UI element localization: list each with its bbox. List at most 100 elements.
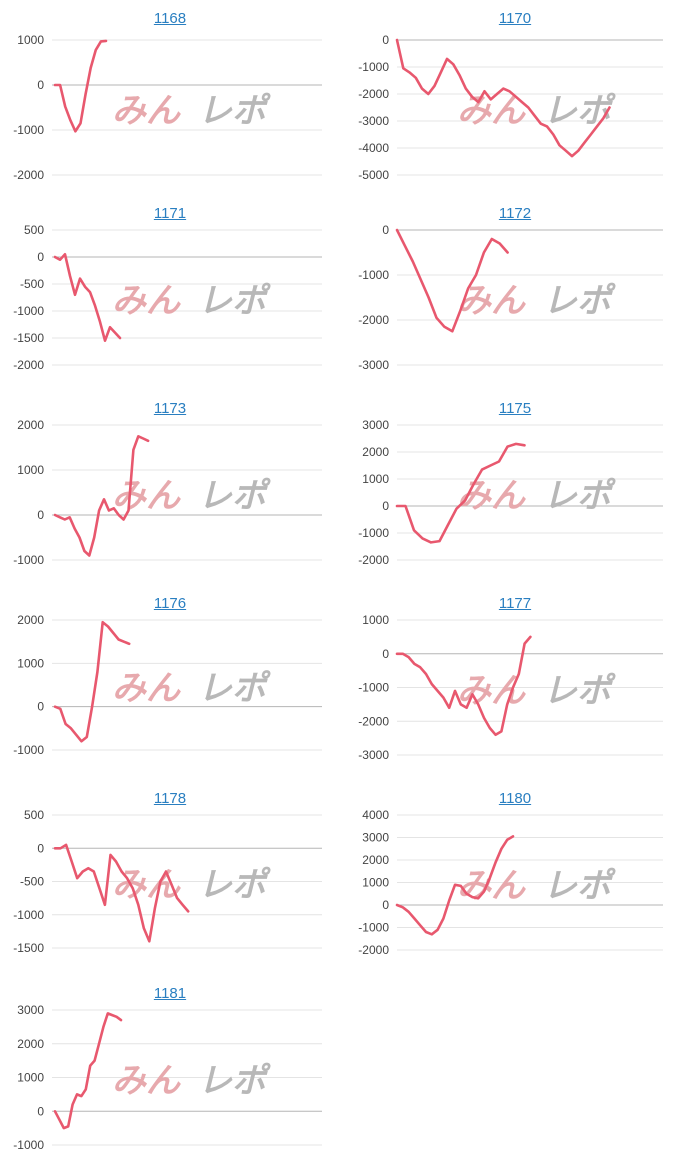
chart-title-link[interactable]: 1180 xyxy=(498,790,532,807)
y-tick-label: 2000 xyxy=(17,418,44,432)
watermark-logo-part-b: レポ xyxy=(198,669,271,709)
chart-title-link[interactable]: 1176 xyxy=(153,595,187,612)
watermark-logo-part-b: レポ xyxy=(198,476,271,516)
y-tick-label: 0 xyxy=(37,508,44,522)
chart-panel-1168: 1168 1000 0 -1000 -2000 みん レポ xyxy=(0,0,340,190)
y-tick-label: 500 xyxy=(24,223,44,237)
chart-panel-1170: 1170 0 -1000 -2000 -3000 -4000 -5000 みん レポ xyxy=(345,0,685,190)
y-tick-label: -3000 xyxy=(358,748,389,762)
watermark-logo-part-a: みん xyxy=(112,281,181,321)
line-chart: 3000 2000 1000 0 -1000 みん レポ xyxy=(13,1003,322,1152)
y-tick-label: -5000 xyxy=(358,168,389,182)
y-tick-label: -1000 xyxy=(13,1138,44,1152)
y-tick-label: -500 xyxy=(20,277,44,291)
watermark-logo-part-b: レポ xyxy=(543,671,616,711)
y-tick-label: 0 xyxy=(382,33,389,47)
series-line xyxy=(395,442,526,544)
chart-title-link[interactable]: 1170 xyxy=(498,10,532,27)
y-tick-label: -2000 xyxy=(358,714,389,728)
y-tick-label: 0 xyxy=(37,1104,44,1118)
y-tick-label: -1000 xyxy=(13,553,44,567)
series-line xyxy=(53,434,150,557)
y-tick-label: 1000 xyxy=(17,656,44,670)
y-tick-label: -3000 xyxy=(358,358,389,372)
y-tick-label: -4000 xyxy=(358,141,389,155)
y-tick-label: -2000 xyxy=(358,553,389,567)
y-tick-label: 0 xyxy=(37,700,44,714)
y-tick-label: -1000 xyxy=(358,921,389,935)
y-tick-label: 2000 xyxy=(362,853,389,867)
y-tick-label: 3000 xyxy=(362,418,389,432)
y-tick-label: -2000 xyxy=(13,358,44,372)
line-chart: 2000 1000 0 -1000 みん レポ xyxy=(13,418,322,567)
y-tick-label: 1000 xyxy=(17,33,44,47)
watermark-logo-part-b: レポ xyxy=(543,866,616,906)
y-tick-label: 0 xyxy=(37,78,44,92)
y-tick-label: 0 xyxy=(382,898,389,912)
chart-panel-1177: 1177 1000 0 -1000 -2000 -3000 みん レポ xyxy=(345,585,685,775)
watermark-logo-part-b: レポ xyxy=(198,281,271,321)
watermark-logo-part-a: みん xyxy=(112,669,181,709)
watermark-logo-part-a: みん xyxy=(112,476,181,516)
y-tick-label: 1000 xyxy=(17,1071,44,1085)
y-tick-label: 1000 xyxy=(362,876,389,890)
y-tick-label: -1000 xyxy=(13,908,44,922)
chart-panel-1173: 1173 2000 1000 0 -1000 みん レポ xyxy=(0,390,340,580)
watermark-logo-part-a: みん xyxy=(112,91,181,131)
chart-title-link[interactable]: 1175 xyxy=(498,400,532,417)
line-chart: 1000 0 -1000 -2000 みん レポ xyxy=(13,33,322,182)
series-line xyxy=(395,635,532,737)
watermark-logo-part-b: レポ xyxy=(543,281,616,321)
chart-title-link[interactable]: 1177 xyxy=(498,595,532,612)
watermark-logo-part-b: レポ xyxy=(198,91,271,131)
y-tick-label: 3000 xyxy=(362,831,389,845)
y-tick-label: 3000 xyxy=(17,1003,44,1017)
watermark-logo-part-b: レポ xyxy=(543,476,616,516)
chart-panel-1175: 1175 3000 2000 1000 0 -1000 -2000 みん レポ xyxy=(345,390,685,580)
series-line xyxy=(53,843,190,943)
watermark-logo-part-b: レポ xyxy=(543,91,616,131)
chart-title-link[interactable]: 1171 xyxy=(153,205,187,222)
line-chart: 0 -1000 -2000 -3000 みん レポ xyxy=(358,223,663,372)
chart-title-link[interactable]: 1168 xyxy=(153,10,187,27)
chart-panel-1171: 1171 500 0 -500 -1000 -1500 -2000 みん レポ xyxy=(0,195,340,385)
y-tick-label: 2000 xyxy=(17,1037,44,1051)
chart-title-link[interactable]: 1172 xyxy=(498,205,532,222)
y-tick-label: -1000 xyxy=(358,268,389,282)
y-tick-label: -2000 xyxy=(358,313,389,327)
watermark-logo-part-b: レポ xyxy=(198,1061,271,1101)
y-tick-label: -1000 xyxy=(13,123,44,137)
y-tick-label: 1000 xyxy=(17,463,44,477)
series-line xyxy=(53,39,108,133)
y-tick-label: 0 xyxy=(382,499,389,513)
y-tick-label: -1000 xyxy=(358,526,389,540)
chart-panel-1181: 1181 3000 2000 1000 0 -1000 みん レポ xyxy=(0,975,340,1165)
y-tick-label: -2000 xyxy=(358,87,389,101)
series-line xyxy=(395,835,515,936)
chart-panel-1176: 1176 2000 1000 0 -1000 みん レポ xyxy=(0,585,340,775)
y-tick-label: -2000 xyxy=(358,943,389,957)
y-tick-label: 4000 xyxy=(362,808,389,822)
chart-title-link[interactable]: 1173 xyxy=(153,400,187,417)
line-chart: 500 0 -500 -1000 -1500 -2000 みん レポ xyxy=(13,223,322,372)
y-tick-label: 2000 xyxy=(362,445,389,459)
y-tick-label: -1500 xyxy=(13,941,44,955)
y-tick-label: -500 xyxy=(20,875,44,889)
watermark-logo-part-a: みん xyxy=(457,281,526,321)
y-tick-label: -1000 xyxy=(13,304,44,318)
y-tick-label: -3000 xyxy=(358,114,389,128)
chart-title-link[interactable]: 1181 xyxy=(153,985,187,1002)
y-tick-label: 0 xyxy=(382,647,389,661)
series-line xyxy=(395,38,611,158)
watermark-logo-part-b: レポ xyxy=(198,865,271,905)
y-tick-label: 0 xyxy=(37,841,44,855)
y-tick-label: -2000 xyxy=(13,168,44,182)
chart-title-link[interactable]: 1178 xyxy=(153,790,187,807)
y-tick-label: 1000 xyxy=(362,472,389,486)
y-tick-label: 0 xyxy=(37,250,44,264)
series-line xyxy=(53,252,122,342)
watermark-logo-part-a: みん xyxy=(112,1061,181,1101)
